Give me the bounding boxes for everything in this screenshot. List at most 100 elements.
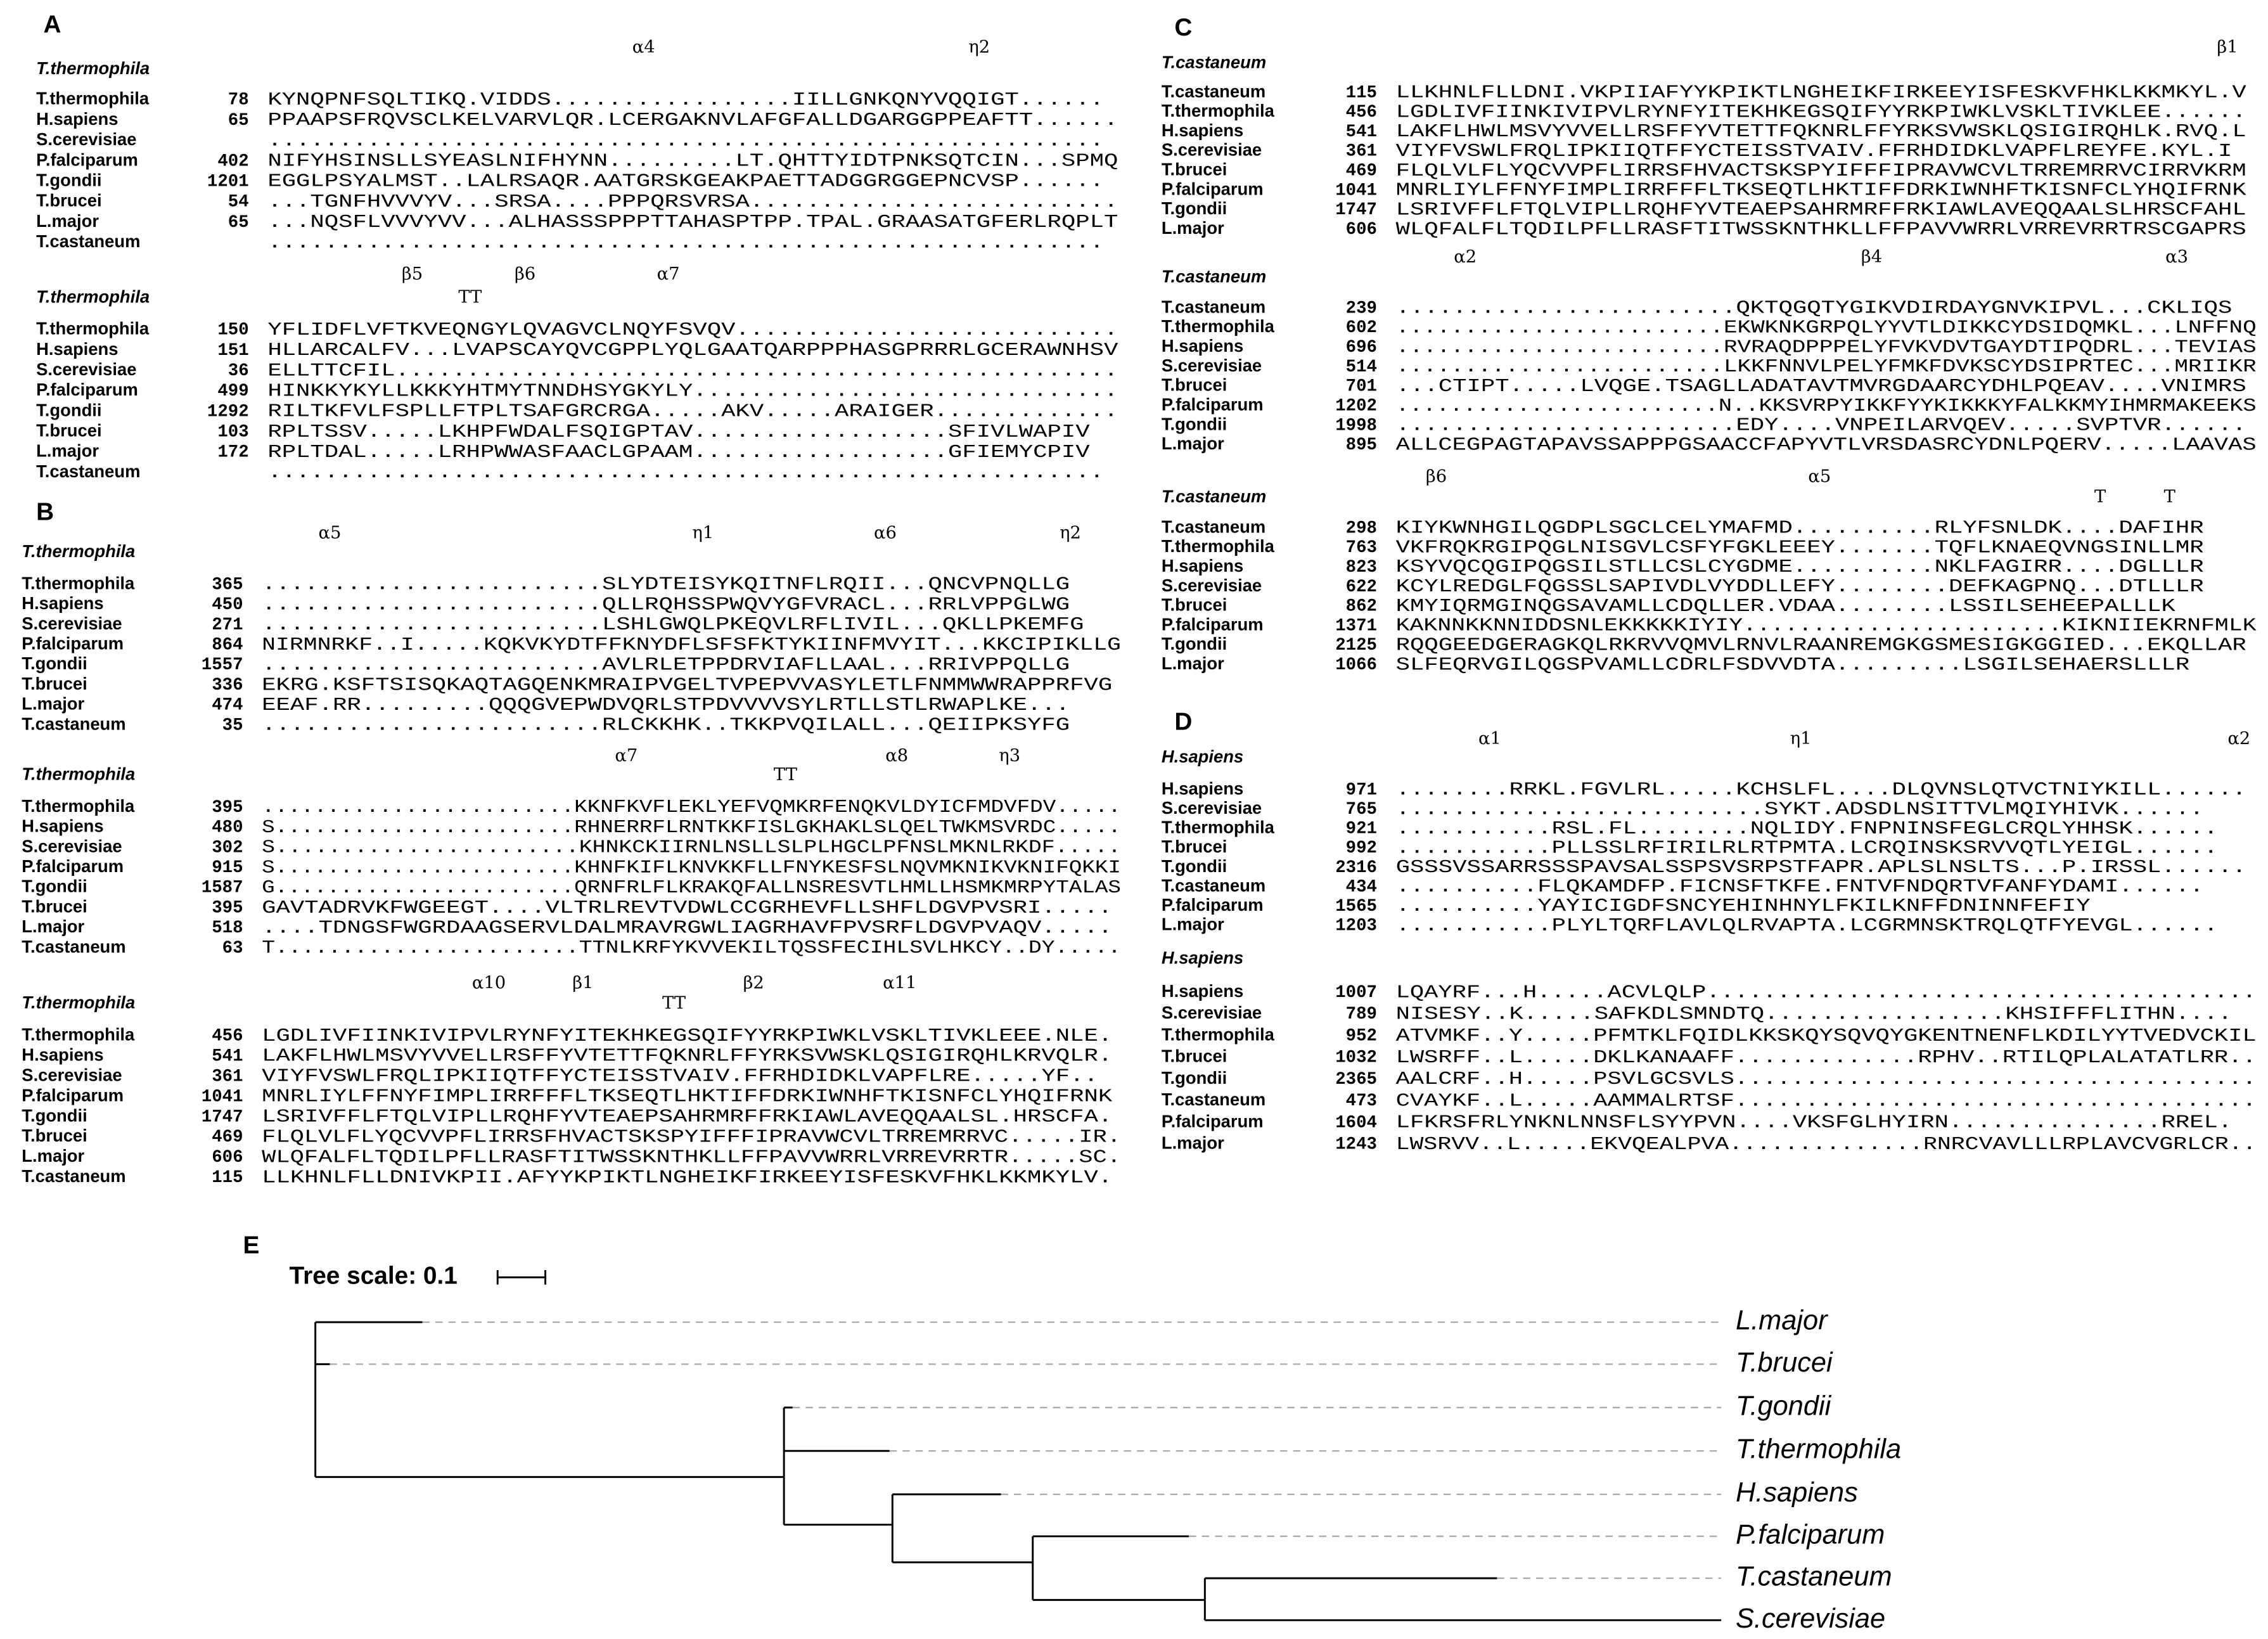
reference-name: H.sapiens (1162, 948, 1243, 967)
sequence: ........................QKTQGQTYGIKVDIRD… (1396, 298, 2233, 319)
sequence-name: T.brucei (1162, 160, 1227, 179)
sequence: LSRIVFFLFTQLVIPLLRQHFYVTEAEPSAHRMRFFRKIA… (1396, 199, 2246, 220)
sequence-name: T.gondii (22, 653, 87, 673)
start-position: 602 (1346, 318, 1377, 338)
start-position: 541 (212, 1046, 243, 1066)
start-position: 361 (212, 1067, 243, 1086)
start-position: 789 (1346, 1005, 1377, 1024)
sequence-name: T.gondii (22, 1105, 87, 1125)
start-position: 450 (212, 595, 243, 615)
sequence: KSYVQCQGIPQGSILSTLLCSLCYGDME..........NK… (1396, 556, 2204, 577)
start-position: 765 (1346, 800, 1377, 820)
sequence-name: T.castaneum (36, 231, 140, 251)
secondary-structure-label: η3 (999, 746, 1020, 766)
secondary-structure-label: β6 (515, 264, 535, 284)
sequence: ATVMKF..Y.....PFMTKLFQIDLKKSKQYSQVQYGKEN… (1396, 1025, 2257, 1046)
sequence: ALLCEGPAGTAPAVSSAPPPGSAACCFAPYVTLVRSDASR… (1396, 434, 2257, 455)
secondary-structure-label: α7 (615, 746, 637, 766)
sequence: ..........................SYKT.ADSDLNSIT… (1396, 799, 2204, 820)
sequence: LGDLIVFIINKIVIPVLRYNFYITEKHKEGSQIFYYRKPI… (1396, 101, 2246, 122)
sequence: VKFRQKRGIPQGLNISGVLCSFYFGKLEEEY.......TQ… (1396, 537, 2204, 558)
secondary-structure-label: α4 (632, 37, 655, 57)
start-position: 952 (1346, 1026, 1377, 1046)
leaf-label: T.castaneum (1736, 1562, 1892, 1592)
sequence-name: T.gondii (1162, 1068, 1227, 1088)
sequence-name: S.cerevisiae (22, 1065, 122, 1084)
start-position: 469 (212, 1128, 243, 1147)
sequence-name: T.castaneum (22, 1166, 125, 1186)
secondary-structure-label: β4 (1861, 247, 1882, 267)
sequence: MNRLIYLFFNYFIMPLIRRFFFLTKSEQTLHKTIFFDRKI… (1396, 180, 2247, 201)
start-position: 239 (1346, 299, 1377, 318)
sequence: RPLTSSV.....LKHPFWDALFSQIGPTAV..........… (267, 421, 1089, 442)
start-position: 915 (212, 858, 243, 878)
start-position: 2365 (1335, 1070, 1377, 1089)
sequence-name: T.thermophila (1162, 101, 1275, 120)
sequence: ........................KKNFKVFLEKLYEFVQ… (262, 797, 1121, 818)
secondary-structure-label: η2 (968, 37, 990, 57)
secondary-structure-label: α2 (1454, 247, 1477, 267)
start-position: 823 (1346, 558, 1377, 577)
start-position: 456 (212, 1026, 243, 1046)
sequence-name: L.major (1162, 653, 1224, 673)
sequence-name: S.cerevisiae (1162, 798, 1262, 818)
sequence: KMYIQRMGINQGSAVAMLLCDQLLER.VDAA........L… (1396, 596, 2176, 617)
secondary-structure-label: TT (774, 765, 797, 785)
sequence-name: T.castaneum (1162, 1089, 1265, 1109)
start-position: 606 (212, 1148, 243, 1167)
reference-name: T.thermophila (22, 993, 135, 1012)
sequence-name: T.brucei (1162, 1046, 1227, 1066)
start-position: 365 (212, 575, 243, 595)
leaf-label: T.brucei (1736, 1347, 1833, 1378)
sequence-name: T.thermophila (22, 1024, 135, 1044)
start-position: 763 (1346, 538, 1377, 558)
sequence-name: T.thermophila (36, 89, 150, 108)
sequence-name: T.gondii (36, 400, 101, 420)
start-position: 2125 (1335, 636, 1377, 655)
sequence-name: S.cerevisiae (36, 129, 136, 149)
sequence: S.......................KHNKCKIIRNLNSLLS… (262, 837, 1121, 858)
sequence: LGDLIVFIINKIVIPVLRYNFYITEKHKEGSQIFYYRKPI… (262, 1025, 1112, 1046)
sequence-name: L.major (1162, 218, 1224, 238)
sequence: NIRMNRKF..I.....KQKVKYDTFFKNYDFLSFSFKTYK… (262, 634, 1121, 655)
start-position: 1998 (1335, 416, 1377, 435)
start-position: 992 (1346, 839, 1377, 858)
start-position: 402 (217, 151, 248, 171)
sequence: ..........YAYICIGDFSNCYEHINHNYLFKILKNFFD… (1396, 896, 2091, 916)
sequence-name: L.major (22, 916, 84, 936)
sequence-name: T.brucei (22, 1126, 87, 1145)
sequence-name: T.gondii (1162, 856, 1227, 876)
sequence-name: S.cerevisiae (36, 359, 136, 379)
sequence-name: H.sapiens (22, 816, 103, 836)
start-position: 469 (1346, 162, 1377, 181)
start-position: 298 (1346, 518, 1377, 538)
sequence: ELLTTCFIL...............................… (267, 360, 1118, 381)
sequence: SLFEQRVGILQGSPVAMLLCDRLFSDVVDTA.........… (1396, 654, 2190, 675)
sequence-name: T.thermophila (36, 319, 150, 338)
sequence-name: P.falciparum (36, 150, 138, 169)
sequence-name: T.thermophila (1162, 316, 1275, 336)
sequence-name: T.gondii (22, 877, 87, 896)
sequence-name: P.falciparum (1162, 895, 1264, 915)
sequence: ...........RSL.FL........NQLIDY.FNPNINSF… (1396, 818, 2218, 839)
sequence: ........................QLLRQHSSPWQVYGFV… (262, 594, 1070, 615)
start-position: 1587 (202, 878, 243, 898)
sequence-name: L.major (22, 694, 84, 714)
start-position: 434 (1346, 877, 1377, 897)
sequence-name: L.major (36, 441, 99, 461)
start-position: 862 (1346, 597, 1377, 617)
start-position: 456 (1346, 103, 1377, 122)
sequence: FLQLVLFLYQCVVPFLIRRSFHVACTSKSPYIFFFIPRAV… (1396, 160, 2246, 181)
sequence: KYNQPNFSQLTIKQ.VIDDS.................IIL… (267, 89, 1104, 110)
start-position: 151 (217, 341, 248, 361)
reference-name: T.thermophila (22, 764, 135, 784)
sequence: RPLTDAL.....LRHPWWASFAACLGPAAM..........… (267, 442, 1089, 463)
sequence: HLLARCALFV...LVAPSCAYQVCGPPLYQLGAATQARPP… (267, 340, 1118, 361)
start-position: 65 (228, 213, 249, 233)
secondary-structure-label: β1 (572, 974, 593, 993)
secondary-structure-label: T (2164, 487, 2175, 507)
secondary-structure-label: α5 (1808, 467, 1831, 487)
panel-label: C (1174, 14, 1192, 41)
